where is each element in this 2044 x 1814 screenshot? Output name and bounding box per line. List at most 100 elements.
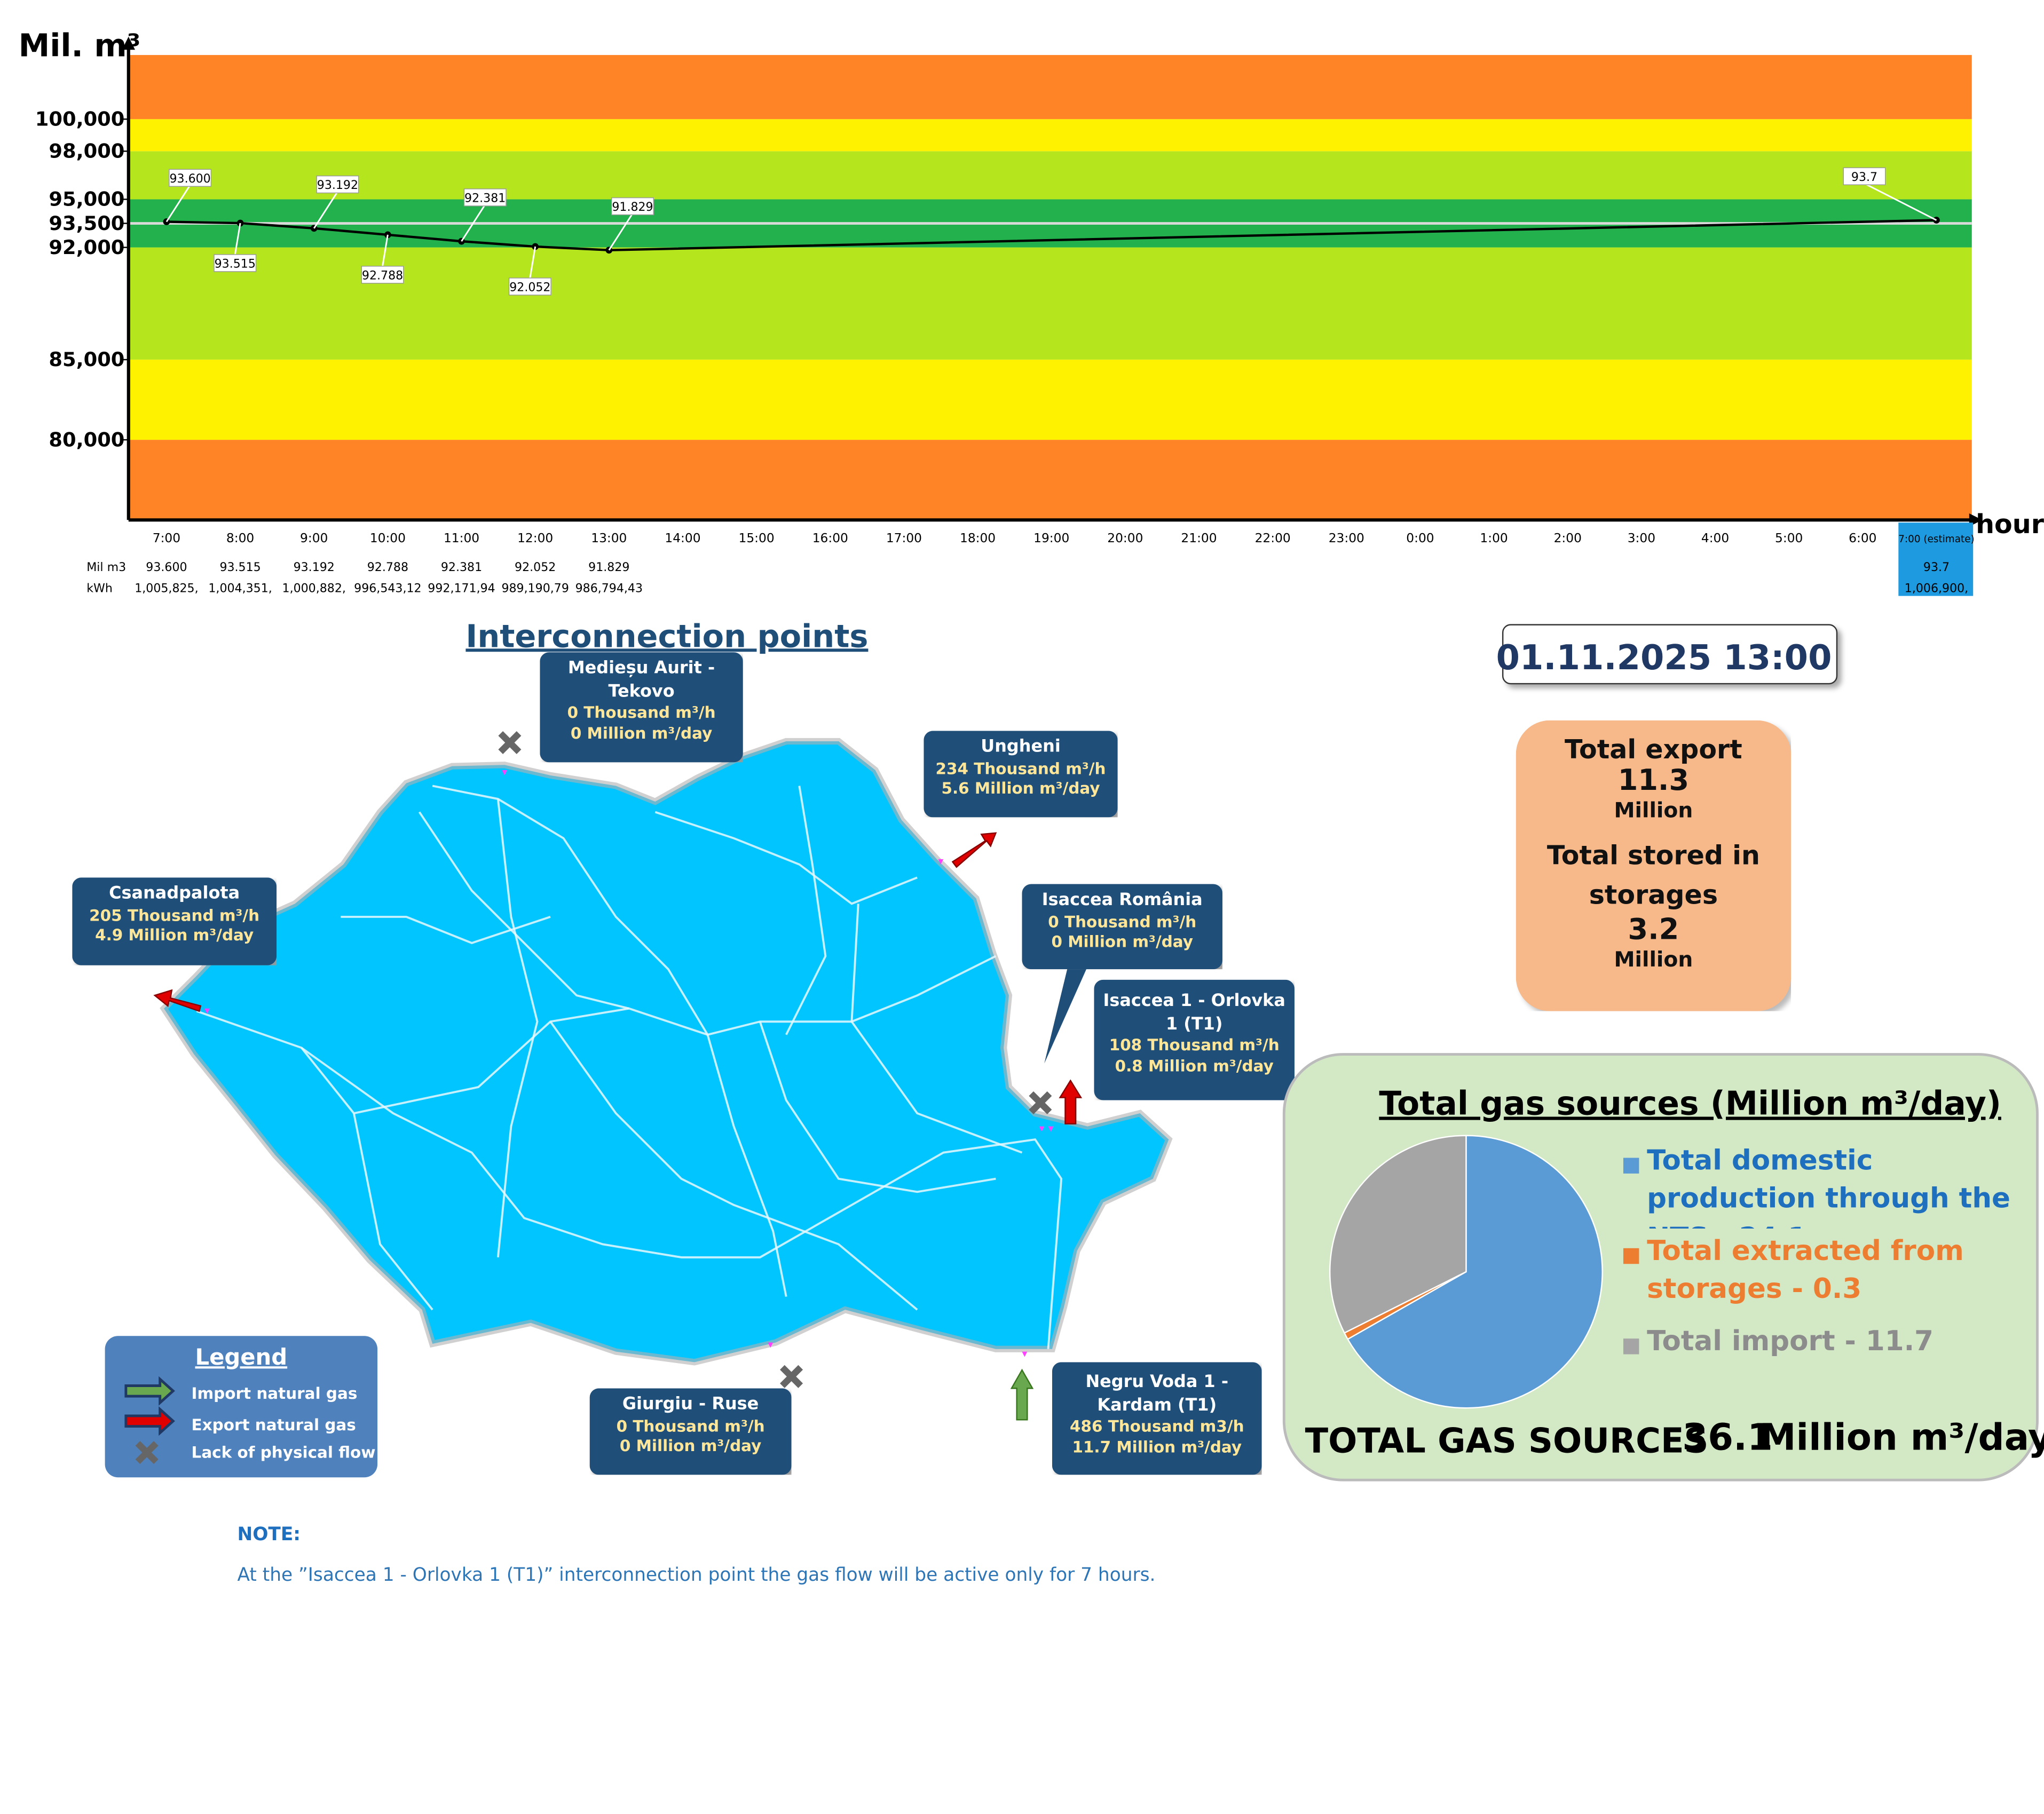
point-box: Isaccea România 0 Thousand m³/h0 Million … bbox=[1022, 884, 1222, 970]
point-name: Csanadpalota bbox=[109, 884, 240, 904]
total-label: TOTAL GAS SOURCES bbox=[1305, 1422, 1709, 1461]
point-box-body: Negru Voda 1 - Kardam (T1) 486 Thousand m… bbox=[1052, 1362, 1262, 1475]
pie-title: Total gas sources (Million m³/day) bbox=[1379, 1084, 2001, 1122]
point-flow-day: 0 Million m³/day bbox=[1051, 932, 1193, 952]
x-tick-label: 23:00 bbox=[1329, 531, 1364, 545]
map-legend-title: Legend bbox=[195, 1344, 288, 1370]
table-value: 93.7 bbox=[1923, 561, 1950, 574]
legend-label: Total extracted from storages - 0.3 bbox=[1647, 1235, 1964, 1305]
pie-slice bbox=[1346, 1135, 1603, 1409]
table-kwh: 1,000,882, bbox=[282, 582, 346, 595]
point-box-body: Isaccea România 0 Thousand m³/h 0 Million … bbox=[1022, 884, 1222, 970]
legend-label: Total domestic production through the NT… bbox=[1647, 1144, 2010, 1229]
map-legend-item: Lack of physical flow bbox=[192, 1443, 376, 1461]
pie-slice bbox=[1329, 1135, 1467, 1334]
value-label: 93.7 bbox=[1851, 171, 1877, 184]
x-tick-label: 19:00 bbox=[1033, 531, 1069, 545]
x-tick-label: 15:00 bbox=[739, 531, 775, 545]
y-tick-label: 80,000 bbox=[49, 428, 124, 451]
value-label-box bbox=[1843, 167, 1886, 185]
label-leader bbox=[234, 223, 241, 255]
table-value: 93.192 bbox=[294, 561, 335, 574]
x-tick-label: 12:00 bbox=[517, 531, 553, 545]
map-legend-box bbox=[105, 1336, 378, 1478]
x-tick-label: 0:00 bbox=[1406, 531, 1434, 545]
point-flow-day: 0 Million m³/day bbox=[619, 1437, 762, 1455]
x-tick-label: 8:00 bbox=[226, 531, 254, 545]
y-tick-label: 95,000 bbox=[49, 188, 124, 211]
point-box-body: Giurgiu - Ruse 0 Thousand m³/h 0 Million m… bbox=[589, 1388, 792, 1475]
date-box bbox=[1502, 624, 1838, 685]
value-label-box bbox=[169, 169, 212, 187]
table-value: 93.600 bbox=[146, 561, 187, 574]
y-axis-label: Mil. m³ bbox=[19, 27, 141, 64]
table-kwh: 989,190,79 bbox=[501, 582, 569, 595]
legend-entry: Total domestic production through the NT… bbox=[1647, 1144, 2010, 1229]
export-box: Total export 11.3 Million Total stored i… bbox=[1516, 720, 1792, 1011]
point-flow-h: 205 Thousand m³/h bbox=[89, 906, 260, 924]
value-label-box bbox=[508, 278, 551, 296]
value-label-box bbox=[316, 175, 359, 194]
label-leader bbox=[382, 234, 389, 267]
stored-label: Total stored in storages bbox=[1546, 839, 1760, 910]
map bbox=[153, 731, 1173, 1421]
map-title: Interconnection points bbox=[465, 617, 868, 654]
point-name: Giurgiu - Ruse bbox=[622, 1395, 759, 1415]
point-flow-h: 0 Thousand m³/h bbox=[567, 703, 716, 722]
point-flow-h: 108 Thousand m³/h bbox=[1109, 1036, 1280, 1055]
no-flow-icon bbox=[135, 1441, 159, 1464]
x-tick-label: 21:00 bbox=[1181, 531, 1217, 545]
x-tick-label: 7:00 bbox=[153, 531, 180, 545]
value-label: 93.515 bbox=[215, 258, 256, 271]
band bbox=[128, 247, 1972, 360]
value-label-box bbox=[463, 188, 507, 207]
data-point bbox=[1933, 217, 1940, 224]
label-leader bbox=[313, 191, 338, 229]
x-tick-label: 18:00 bbox=[960, 531, 996, 545]
x-tick-label: 9:00 bbox=[300, 531, 328, 545]
x-tick-label: 10:00 bbox=[370, 531, 406, 545]
point-flow-day: 0 Million m³/day bbox=[570, 724, 713, 742]
data-point bbox=[236, 219, 244, 227]
legend-swatch bbox=[1623, 1248, 1639, 1264]
map-legend: Legend Import natural gas Export natural… bbox=[105, 1336, 378, 1478]
value-label: 91.829 bbox=[612, 201, 653, 214]
point-box: Ungheni 234 Thousand m³/h5.6 Million m³/d… bbox=[924, 731, 1118, 818]
data-line bbox=[166, 219, 1937, 251]
total-unit: Million m³/day bbox=[1759, 1416, 2044, 1459]
label-leader bbox=[461, 204, 486, 242]
x-tick-label: 4:00 bbox=[1701, 531, 1729, 545]
legend-swatch bbox=[1623, 1158, 1639, 1174]
table-value: 92.788 bbox=[367, 561, 408, 574]
point-flow-day: 4.9 Million m³/day bbox=[95, 926, 254, 945]
x-tick-label: 13:00 bbox=[591, 531, 627, 545]
y-tick-label: 100,000 bbox=[35, 108, 125, 131]
legend-swatch bbox=[1623, 1338, 1639, 1354]
point-name: Isaccea România bbox=[1041, 890, 1203, 910]
point-flow-day: 5.6 Million m³/day bbox=[941, 779, 1100, 798]
point-flow-day: 0.8 Million m³/day bbox=[1115, 1056, 1274, 1075]
point-flow-day: 11.7 Million m³/day bbox=[1072, 1437, 1242, 1456]
y-tick-label: 98,000 bbox=[49, 140, 124, 163]
point-box: Csanadpalota 205 Thousand m³/h 4.9 Million… bbox=[72, 877, 277, 965]
band bbox=[128, 119, 1972, 152]
point-name: Ungheni bbox=[981, 737, 1061, 757]
x-tick-label: 17:00 bbox=[886, 531, 922, 545]
table-value: 92.381 bbox=[441, 561, 482, 574]
point-box-body: Medieșu Aurit - Tekovo 0 Thousand m³/h 0 M… bbox=[540, 652, 743, 763]
x-tick-label: 6:00 bbox=[1849, 531, 1876, 545]
band bbox=[128, 440, 1972, 520]
table-kwh: 992,171,94 bbox=[428, 582, 495, 595]
table-kwh: 1,004,351, bbox=[208, 582, 272, 595]
legend-label: Total import - 11.7 bbox=[1647, 1325, 1934, 1357]
row-header: Mil m3 bbox=[86, 561, 126, 574]
x-tick-label: 1:00 bbox=[1480, 531, 1508, 545]
x-tick-label: 16:00 bbox=[812, 531, 848, 545]
pipelines bbox=[196, 785, 1063, 1349]
value-label-box bbox=[611, 197, 654, 216]
table-kwh: 1,006,900, bbox=[1905, 582, 1968, 595]
